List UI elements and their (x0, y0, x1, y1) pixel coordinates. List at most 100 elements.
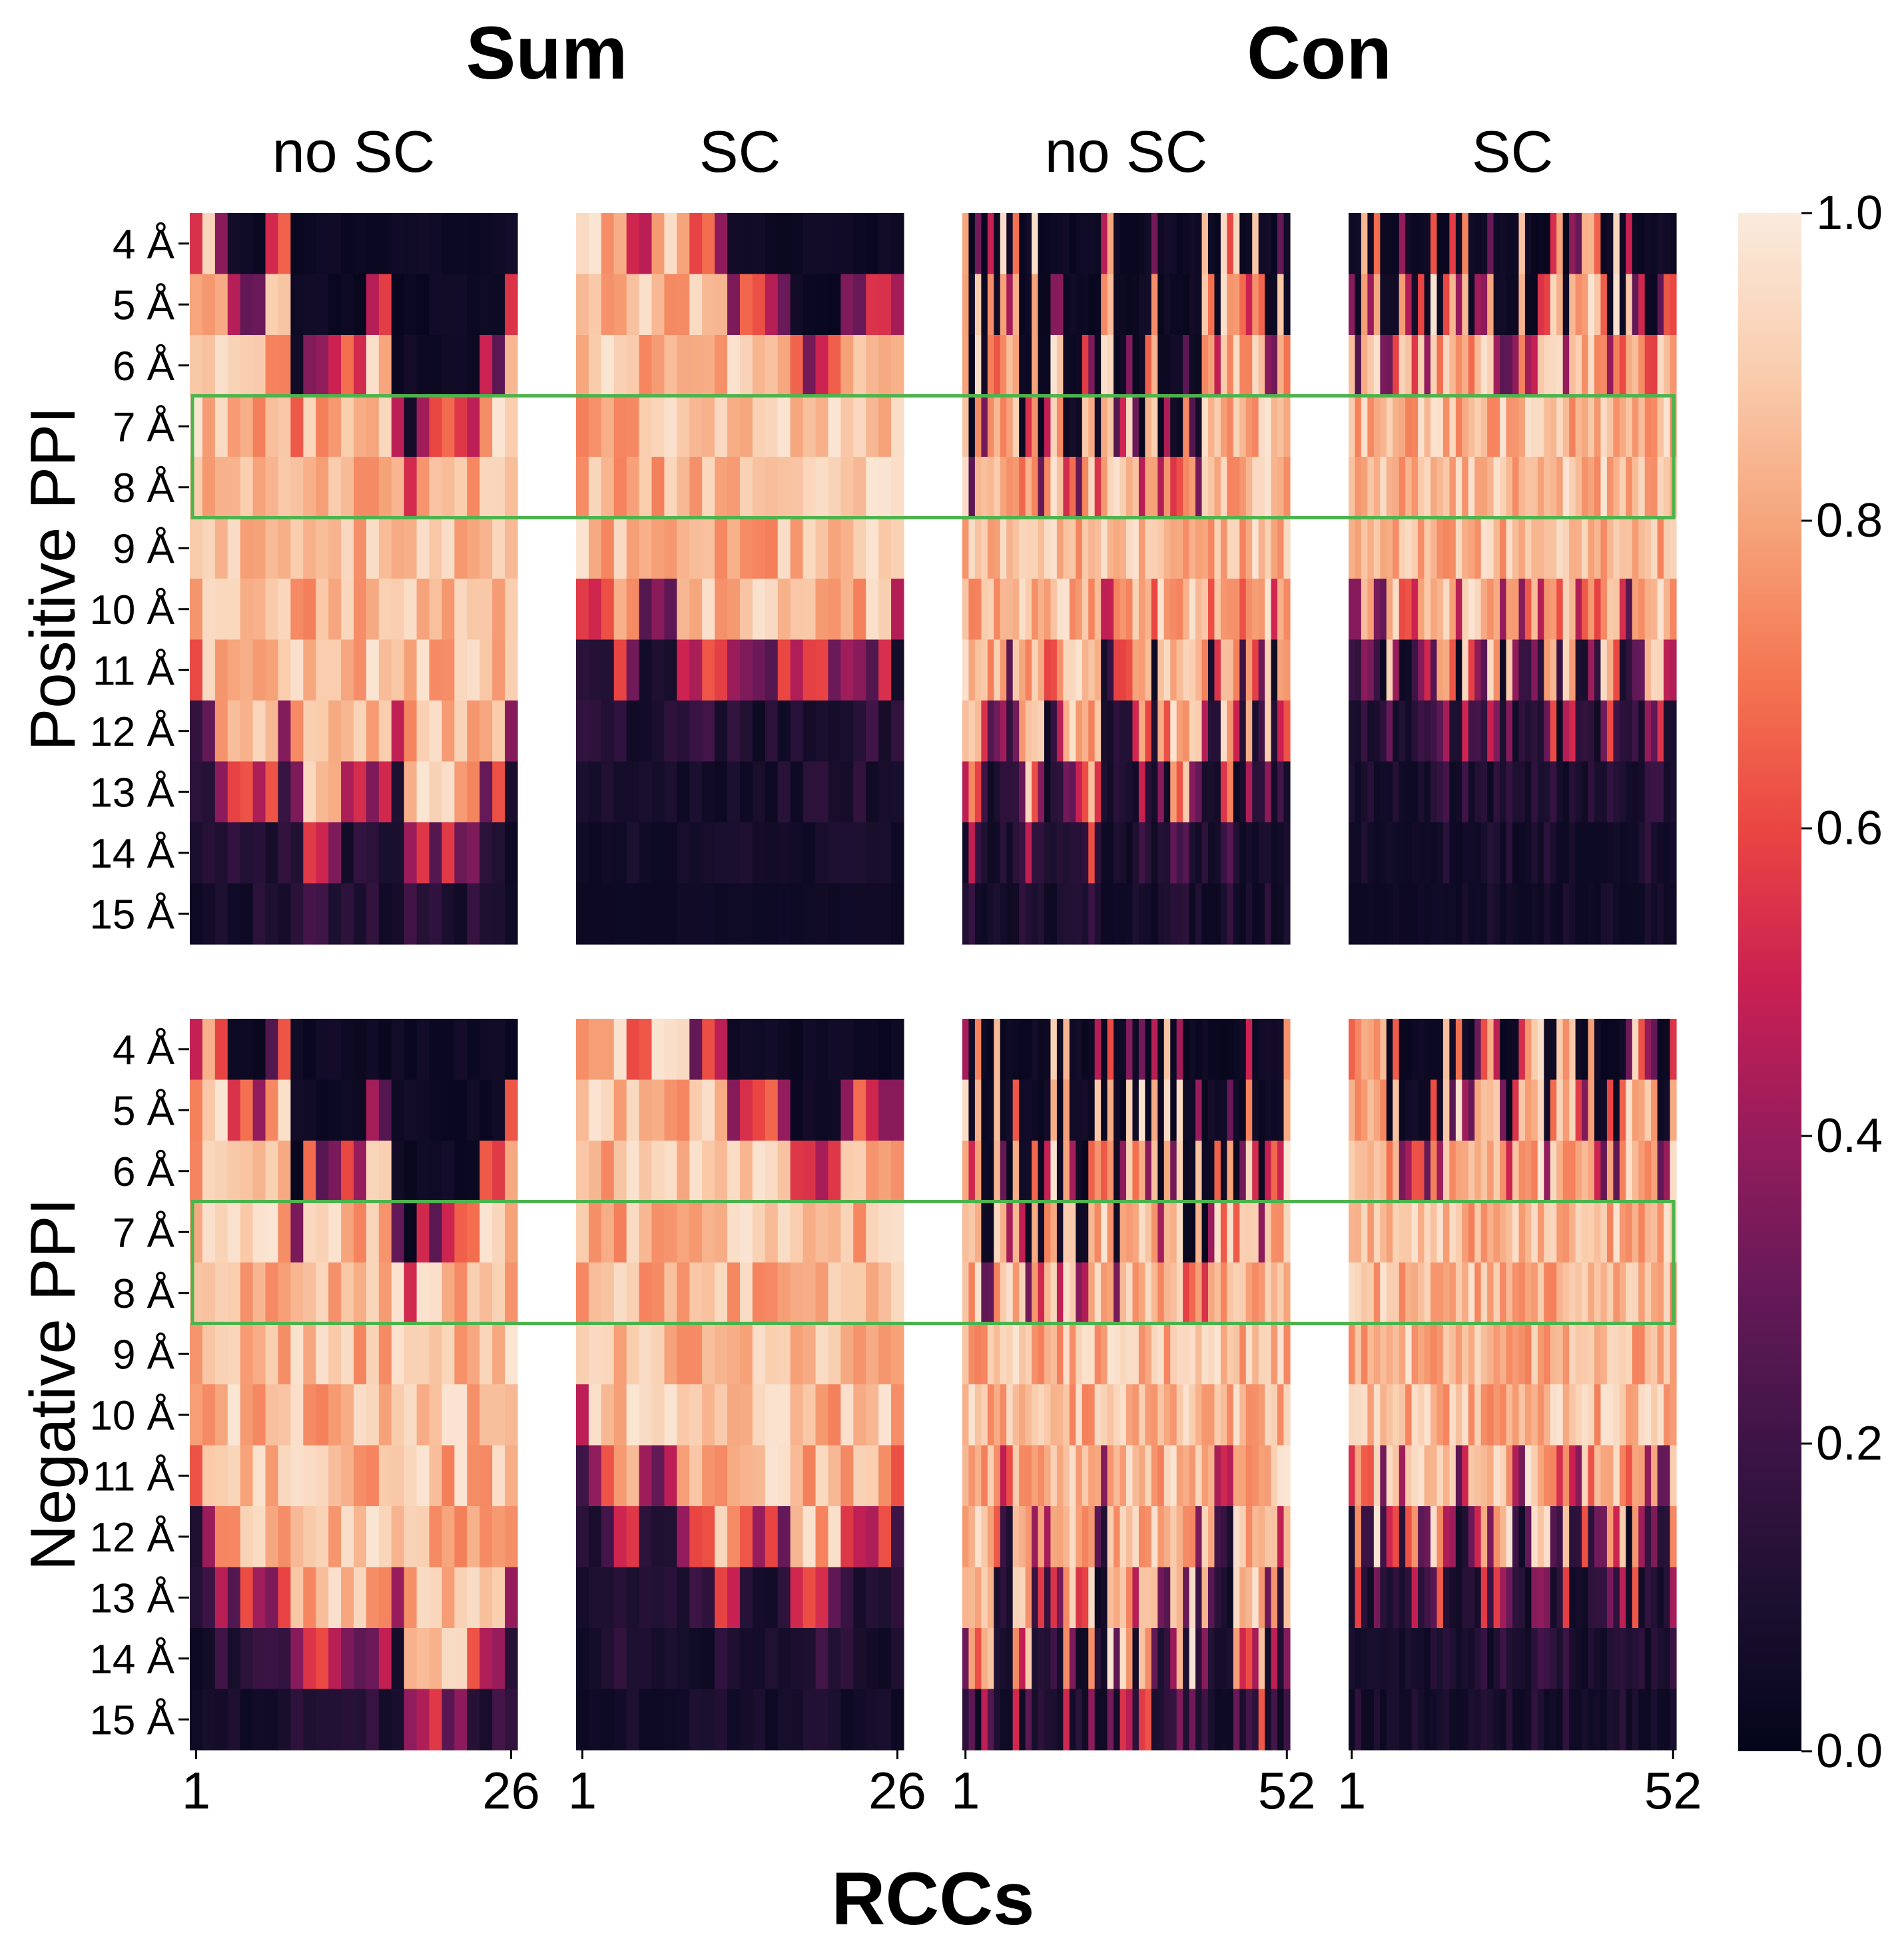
heatmap-cell (1500, 1628, 1507, 1690)
heatmap-cell (1189, 700, 1196, 762)
heatmap-cell (1399, 1506, 1406, 1568)
heatmap-cell (290, 1628, 304, 1690)
heatmap-cell (1556, 1323, 1564, 1385)
heatmap-cell (968, 1506, 976, 1568)
heatmap-cell (378, 1323, 392, 1385)
heatmap-cell (1562, 1323, 1570, 1385)
heatmap-cell (1619, 1445, 1626, 1507)
heatmap-cell (974, 335, 982, 397)
heatmap-cell (878, 1689, 892, 1751)
heatmap-cell (1480, 822, 1488, 884)
heatmap-cell (442, 457, 455, 519)
heatmap-cell (1500, 761, 1507, 823)
heatmap-cell (1145, 1445, 1152, 1507)
heatmap-cell (1493, 639, 1500, 701)
heatmap-cell (1632, 1201, 1639, 1263)
heatmap-cell (1355, 883, 1362, 945)
heatmap-cell (1107, 1384, 1114, 1446)
heatmap-cell (1562, 1141, 1570, 1203)
heatmap-cell (677, 1506, 690, 1568)
heatmap-cell (1050, 1262, 1058, 1324)
heatmap-cell (227, 1262, 241, 1324)
heatmap-cell (492, 1445, 505, 1507)
heatmap-cell (878, 1506, 892, 1568)
heatmap-cell (962, 213, 970, 275)
heatmap-cell (1349, 1628, 1356, 1690)
heatmap-cell (1101, 396, 1108, 457)
heatmap-cell (1195, 457, 1203, 519)
heatmap-cell (1145, 517, 1152, 579)
heatmap-cell (1252, 1141, 1259, 1203)
heatmap-cell (866, 274, 879, 336)
heatmap-cell (974, 1323, 982, 1385)
heatmap-cell (1189, 1262, 1196, 1324)
heatmap-cell (265, 457, 279, 519)
heatmap-cell (853, 1567, 866, 1629)
heatmap-cell (1531, 1384, 1538, 1446)
heatmap-cell (974, 274, 982, 336)
heatmap-cell (1265, 1323, 1272, 1385)
heatmap-cell (265, 335, 279, 397)
heatmap-cell (752, 1019, 766, 1081)
heatmap-cell (1500, 457, 1507, 519)
heatmap-cell (1418, 883, 1425, 945)
heatmap-cell (1670, 1567, 1677, 1629)
heatmap-cell (891, 1079, 904, 1141)
heatmap-cell (1619, 1506, 1626, 1568)
heatmap-cell (1430, 213, 1438, 275)
heatmap-cell (290, 1689, 304, 1751)
heatmap-cell (1233, 1141, 1240, 1203)
heatmap-cell (492, 1141, 505, 1203)
heatmap-cell (1664, 274, 1671, 336)
heatmap-cell (802, 396, 816, 457)
heatmap-cell (740, 1689, 753, 1751)
heatmap-cell (651, 1201, 665, 1263)
heatmap-cell (1361, 213, 1368, 275)
heatmap-cell (1201, 883, 1209, 945)
heatmap-cell (1442, 1019, 1450, 1081)
heatmap-cell (1208, 213, 1215, 275)
heatmap-cell (1455, 761, 1462, 823)
heatmap-cell (1239, 1141, 1247, 1203)
heatmap-cell (416, 335, 430, 397)
heatmap-cell (752, 700, 766, 762)
heatmap-cell (1239, 1323, 1247, 1385)
heatmap-cell (968, 822, 976, 884)
heatmap-cell (1537, 761, 1544, 823)
heatmap-cell (1493, 396, 1500, 457)
heatmap-cell (677, 883, 690, 945)
heatmap-cell (1531, 335, 1538, 397)
heatmap-cell (1208, 1628, 1215, 1690)
heatmap-cell (1101, 335, 1108, 397)
heatmap-cell (1512, 1079, 1520, 1141)
heatmap-cell (1556, 1262, 1564, 1324)
heatmap-cell (1468, 274, 1475, 336)
heatmap-cell (1373, 1323, 1381, 1385)
heatmap-cell (1613, 517, 1620, 579)
heatmap-cell (1582, 1141, 1589, 1203)
heatmap-cell (1594, 517, 1602, 579)
heatmap-cell (328, 1262, 342, 1324)
heatmap-cell (1619, 1689, 1626, 1751)
heatmap-cell (987, 700, 994, 762)
heatmap-cell (1038, 1628, 1045, 1690)
heatmap-cell (1644, 396, 1652, 457)
heatmap-cell (1277, 517, 1285, 579)
heatmap-cell (1271, 1323, 1278, 1385)
heatmap-cell (479, 700, 493, 762)
heatmap-cell (727, 700, 741, 762)
x-tick-label: 26 (868, 1761, 926, 1820)
heatmap-cell (1176, 1506, 1183, 1568)
heatmap-cell (265, 700, 279, 762)
heatmap-cell (1386, 1689, 1393, 1751)
heatmap-cell (227, 457, 241, 519)
heatmap-cell (840, 579, 854, 641)
heatmap-cell (1233, 1445, 1240, 1507)
heatmap-cell (677, 639, 690, 701)
heatmap-cell (1537, 1384, 1544, 1446)
heatmap-cell (1069, 1567, 1076, 1629)
heatmap-cell (366, 1567, 380, 1629)
heatmap-cell (987, 517, 994, 579)
heatmap-cell (391, 1384, 405, 1446)
heatmap-cell (777, 822, 791, 884)
